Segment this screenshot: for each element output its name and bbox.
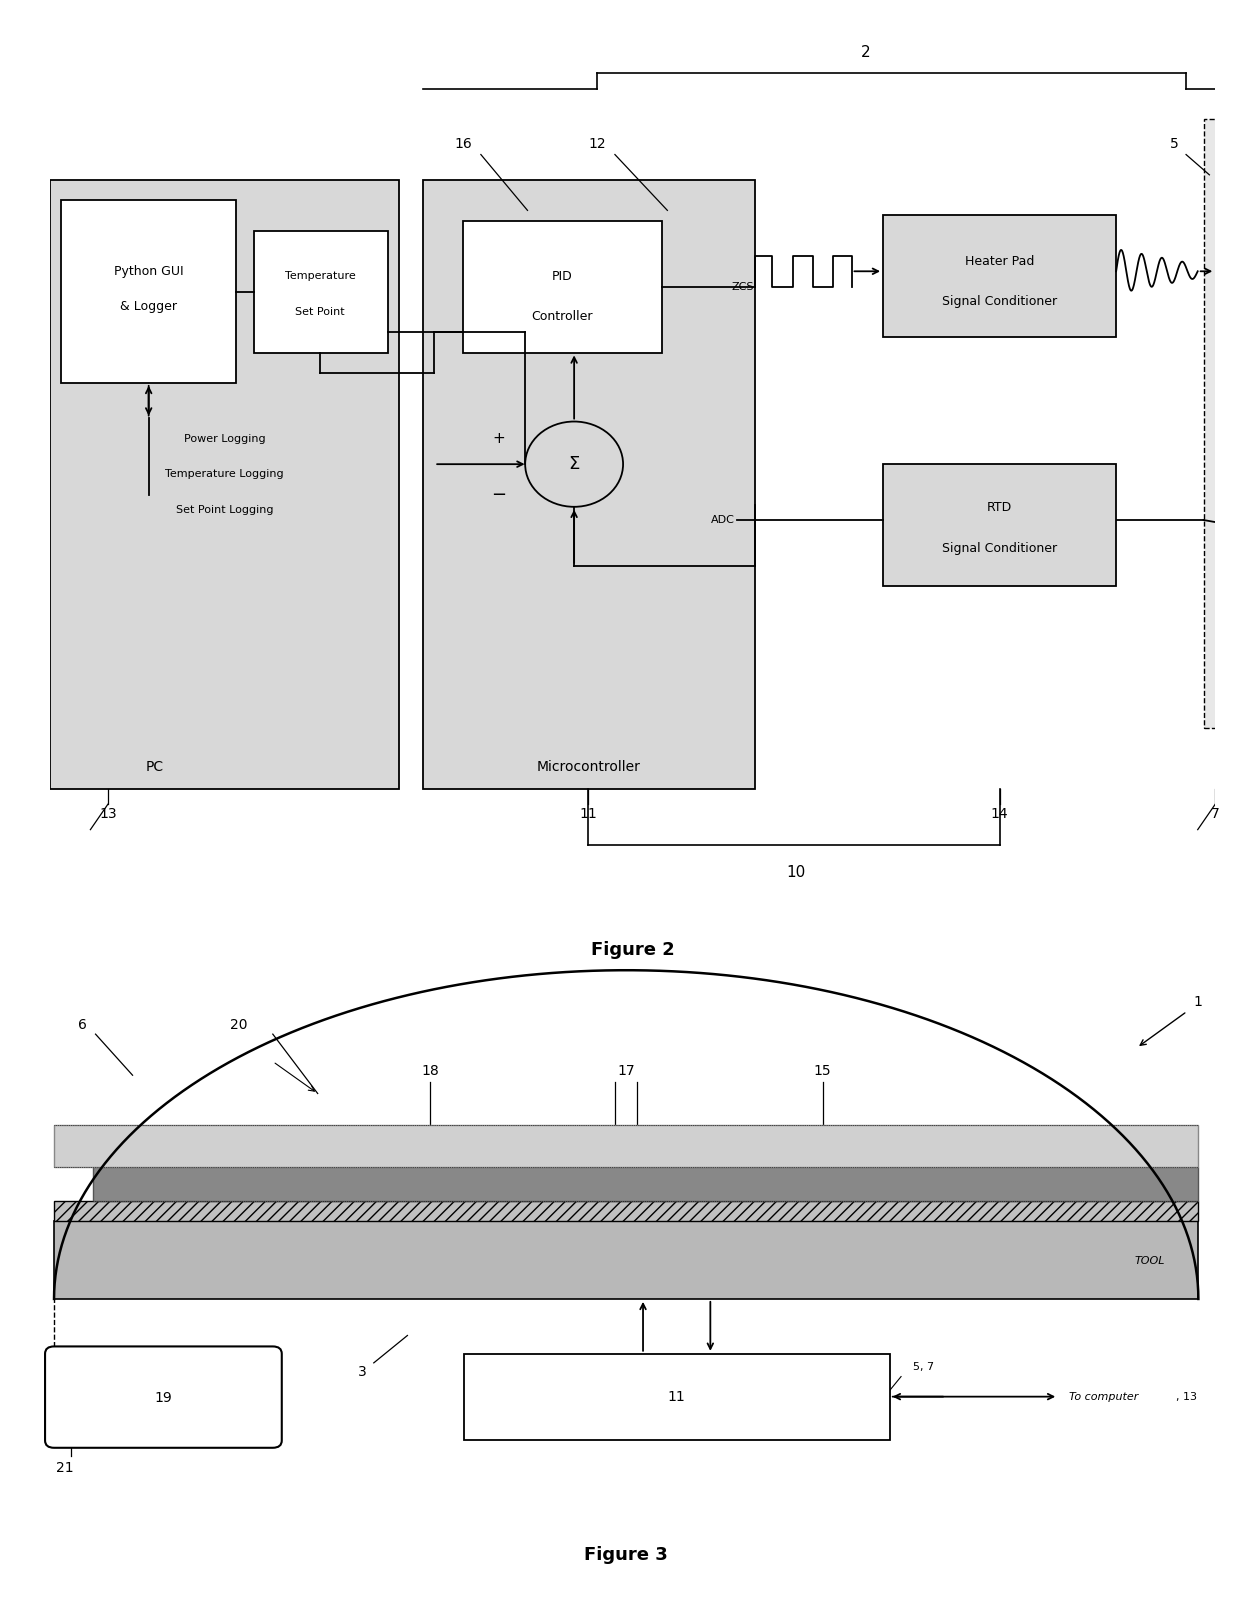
FancyBboxPatch shape	[1204, 118, 1240, 729]
Text: Signal Conditioner: Signal Conditioner	[942, 296, 1058, 308]
Text: Heater Pad: Heater Pad	[965, 254, 1034, 267]
Text: 2: 2	[861, 45, 870, 61]
Text: 21: 21	[57, 1461, 74, 1475]
Text: 14: 14	[991, 807, 1008, 821]
Text: Temperature: Temperature	[285, 272, 356, 281]
Text: 1: 1	[1194, 996, 1203, 1010]
Text: Figure 3: Figure 3	[584, 1545, 668, 1563]
Text: To computer: To computer	[1069, 1392, 1138, 1401]
Text: 20: 20	[231, 1018, 248, 1032]
Text: PID: PID	[552, 270, 573, 283]
Text: 17: 17	[618, 1064, 635, 1077]
Text: Temperature Logging: Temperature Logging	[165, 470, 284, 479]
Text: TOOL: TOOL	[1135, 1256, 1164, 1266]
Text: Microcontroller: Microcontroller	[536, 759, 640, 773]
FancyBboxPatch shape	[61, 200, 236, 384]
Text: 18: 18	[422, 1064, 439, 1077]
Text: +: +	[492, 431, 505, 446]
Text: 16: 16	[455, 137, 472, 152]
FancyBboxPatch shape	[50, 181, 399, 789]
Text: , 13: , 13	[1176, 1392, 1197, 1401]
FancyBboxPatch shape	[423, 181, 755, 789]
Text: Power Logging: Power Logging	[184, 433, 265, 444]
Text: 13: 13	[99, 807, 117, 821]
Text: PC: PC	[145, 759, 164, 773]
Text: 3: 3	[358, 1365, 367, 1379]
Text: 5: 5	[1171, 137, 1179, 152]
Text: ZCS: ZCS	[732, 281, 754, 291]
Text: RTD: RTD	[987, 502, 1012, 515]
Text: −: −	[491, 486, 506, 503]
Text: 15: 15	[813, 1064, 831, 1077]
Text: 19: 19	[154, 1390, 171, 1405]
Text: 5, 7: 5, 7	[913, 1363, 934, 1373]
Text: 7: 7	[1210, 807, 1220, 821]
FancyBboxPatch shape	[464, 1354, 890, 1440]
FancyBboxPatch shape	[45, 1347, 281, 1448]
FancyBboxPatch shape	[254, 230, 388, 353]
Text: Python GUI: Python GUI	[114, 265, 184, 278]
Text: Set Point Logging: Set Point Logging	[176, 505, 273, 515]
FancyBboxPatch shape	[55, 1125, 1198, 1167]
Text: Σ: Σ	[568, 455, 580, 473]
Text: & Logger: & Logger	[120, 300, 177, 313]
FancyBboxPatch shape	[55, 1202, 1198, 1221]
Text: 11: 11	[668, 1390, 686, 1403]
FancyBboxPatch shape	[464, 221, 662, 353]
FancyBboxPatch shape	[93, 1167, 1198, 1202]
FancyBboxPatch shape	[883, 463, 1116, 586]
Text: 10: 10	[786, 866, 805, 880]
Text: Controller: Controller	[532, 310, 593, 323]
Text: 11: 11	[579, 807, 596, 821]
Text: 12: 12	[589, 137, 606, 152]
Text: ADC: ADC	[711, 515, 735, 526]
FancyBboxPatch shape	[55, 1221, 1198, 1299]
Text: Figure 2: Figure 2	[590, 941, 675, 959]
Text: Set Point: Set Point	[295, 307, 345, 316]
Text: Signal Conditioner: Signal Conditioner	[942, 542, 1058, 555]
Text: 6: 6	[78, 1018, 87, 1032]
FancyBboxPatch shape	[883, 216, 1116, 337]
